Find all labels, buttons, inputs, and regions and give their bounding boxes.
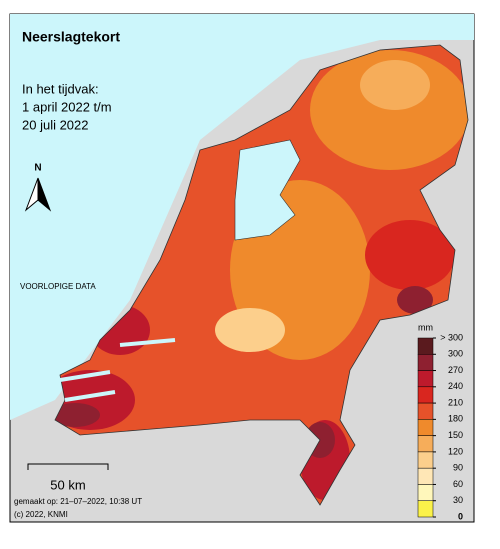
map-title: Neerslagtekort: [22, 29, 120, 45]
legend-tick-label: 120: [448, 446, 463, 456]
north-label: N: [34, 163, 41, 174]
legend-swatch: [417, 451, 434, 469]
legend-tick-label: > 300: [440, 332, 463, 342]
footer-line: gemaakt op: 21–07–2022, 10:38 UT: [14, 497, 142, 506]
legend-swatch: [417, 467, 434, 485]
legend-tick-label: 240: [448, 381, 463, 391]
legend-swatch: [417, 500, 434, 518]
legend-tick-label: 60: [453, 479, 463, 489]
legend-tick-label: 210: [448, 397, 463, 407]
sea: [10, 14, 474, 420]
scale-label: 50 km: [50, 477, 85, 492]
legend-unit: mm: [418, 322, 433, 332]
estuaries: [59, 338, 176, 402]
footer-line: (c) 2022, KNMI: [14, 510, 68, 519]
legend-tick-label: 150: [448, 430, 463, 440]
legend-tick-label: 300: [448, 349, 463, 359]
legend-tick-label: 180: [448, 414, 463, 424]
legend-swatch: [417, 370, 434, 388]
scale-bar: [27, 463, 109, 470]
legend-swatch: [417, 354, 434, 371]
lake: [234, 139, 301, 241]
legend-tick-label: 90: [453, 463, 463, 473]
legend-swatch: [417, 402, 434, 420]
legend-tick-label: 0: [458, 511, 463, 521]
period-line: In het tijdvak:: [22, 81, 99, 96]
country-outline: [54, 44, 469, 506]
north-arrow: [37, 177, 52, 212]
legend-swatch: [417, 484, 434, 501]
period-line: 1 april 2022 t/m: [22, 99, 112, 114]
legend-swatch: [417, 435, 434, 453]
legend-tick-label: 30: [453, 495, 463, 505]
legend-swatch: [417, 419, 434, 436]
legend-tick-label: 270: [448, 365, 463, 375]
legend-swatch: [417, 337, 434, 355]
status-label: VOORLOPIGE DATA: [20, 282, 96, 291]
period-line: 20 juli 2022: [22, 117, 89, 132]
legend-swatch: [417, 386, 434, 404]
